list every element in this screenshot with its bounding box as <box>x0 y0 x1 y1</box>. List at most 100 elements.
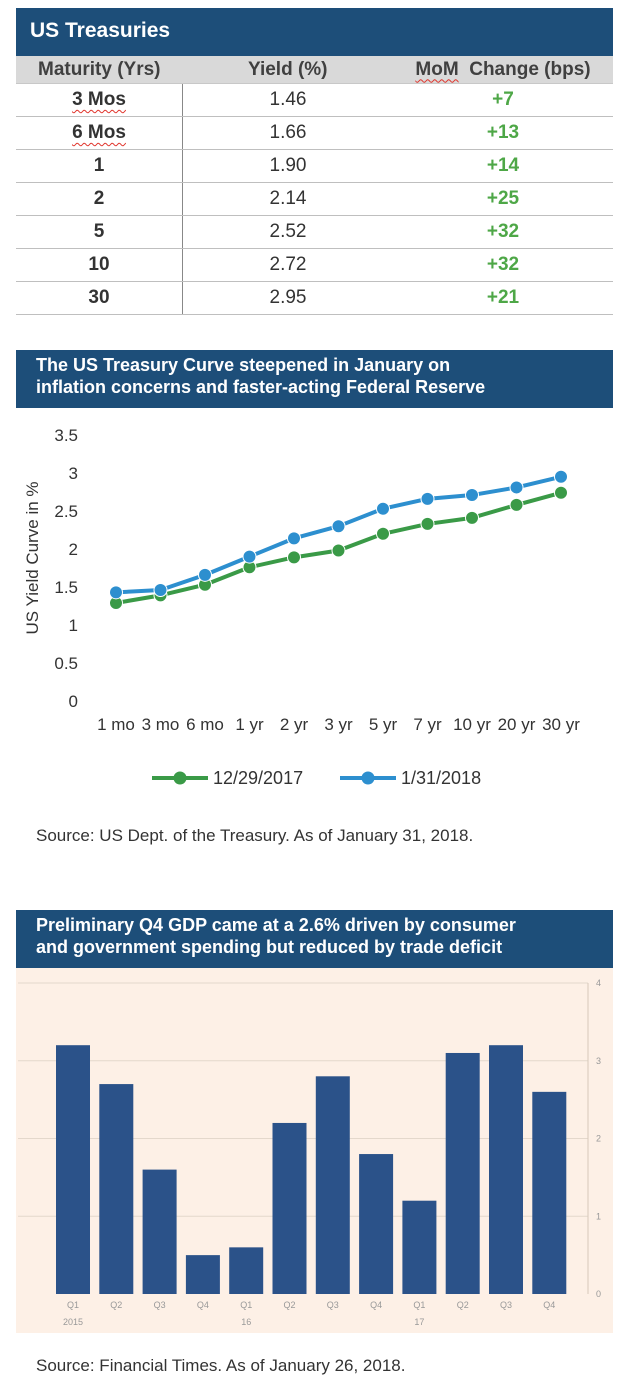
maturity-cell: 30 <box>16 281 183 315</box>
y-tick-label: 4 <box>596 978 601 988</box>
data-point <box>109 585 123 600</box>
maturity-header: Maturity (Yrs) <box>16 56 183 84</box>
table-row: 2 2.14 +25 <box>16 182 613 216</box>
maturity-cell: 3 Mos <box>16 83 183 117</box>
x-tick-label: Q3 <box>500 1300 512 1310</box>
x-tick-label: Q4 <box>543 1300 555 1310</box>
data-point <box>153 583 168 598</box>
y-tick-label: 2.5 <box>54 502 78 521</box>
change-cell: +32 <box>393 248 613 282</box>
gdp-source: Source: Financial Times. As of January 2… <box>36 1356 406 1375</box>
y-tick-label: 1 <box>596 1211 601 1221</box>
x-tick-label: Q2 <box>110 1300 122 1310</box>
x-tick-label: 7 yr <box>413 715 442 734</box>
maturity-cell: 6 Mos <box>16 116 183 150</box>
y-tick-label: 2 <box>69 540 78 559</box>
y-tick-label: 0 <box>69 692 78 711</box>
bar <box>142 1169 177 1294</box>
legend-label: 12/29/2017 <box>213 768 303 788</box>
x-tick-label: 30 yr <box>542 715 580 734</box>
x-tick-label: 2 yr <box>280 715 309 734</box>
x-tick-label: 6 mo <box>186 715 224 734</box>
yield-curve-source: Source: US Dept. of the Treasury. As of … <box>36 826 474 845</box>
data-point <box>287 550 301 565</box>
change-cell: +21 <box>393 281 613 315</box>
x-tick-label: 1 mo <box>97 715 135 734</box>
bar <box>402 1200 437 1294</box>
x-tick-label: 3 mo <box>142 715 180 734</box>
maturity-cell: 5 <box>16 215 183 249</box>
treasuries-table: Maturity (Yrs) Yield (%) MoM Change (bps… <box>16 56 613 315</box>
bar <box>489 1045 523 1294</box>
yield-curve-chart: 0 0.5 1 1.5 2 2.5 3 3.5 US Yield Curve in % 1 mo 3… <box>23 426 580 788</box>
change-cell: +14 <box>393 149 613 183</box>
bar <box>185 1255 220 1294</box>
bar <box>315 1076 350 1294</box>
data-point <box>554 485 568 500</box>
x-tick-label: 3 yr <box>324 715 353 734</box>
gdp-title-line: Preliminary Q4 GDP came at a 2.6% driven… <box>36 915 516 935</box>
change-cell: +25 <box>393 182 613 216</box>
table-row: 30 2.95 +21 <box>16 281 613 315</box>
y-tick-label: 1 <box>69 616 78 635</box>
x-tick-label: Q4 <box>370 1300 382 1310</box>
data-point <box>376 501 390 516</box>
maturity-cell: 10 <box>16 248 183 282</box>
y-tick-label: 3 <box>69 464 78 483</box>
y-tick-label: 0.5 <box>54 654 78 673</box>
bar <box>99 1084 134 1294</box>
data-point <box>509 497 524 512</box>
y-tick-label: 0 <box>596 1289 601 1299</box>
data-point <box>465 488 479 503</box>
gdp-title: Preliminary Q4 GDP came at a 2.6% driven… <box>16 910 613 968</box>
treasuries-header-row: Maturity (Yrs) Yield (%) MoM Change (bps… <box>16 56 613 84</box>
yield-curve-title: The US Treasury Curve steepened in Janua… <box>16 350 613 408</box>
x-tick-label: Q2 <box>283 1300 295 1310</box>
bar <box>272 1122 307 1294</box>
change-cell: +7 <box>393 83 613 117</box>
change-cell: +32 <box>393 215 613 249</box>
y-axis-label: US Yield Curve in % <box>23 481 42 634</box>
maturity-cell: 2 <box>16 182 183 216</box>
data-point <box>420 491 435 506</box>
bar <box>445 1052 480 1294</box>
yield-cell: 2.52 <box>182 215 393 249</box>
data-point <box>287 531 301 546</box>
data-point <box>554 469 568 484</box>
yield-curve-title-line: inflation concerns and faster-acting Fed… <box>36 377 486 397</box>
x-tick-label: 1 yr <box>235 715 264 734</box>
x-tick-label: Q1 <box>413 1300 425 1310</box>
x-tick-label: Q1 <box>67 1300 79 1310</box>
data-point <box>331 519 346 534</box>
bar <box>359 1154 394 1294</box>
change-cell: +13 <box>393 116 613 150</box>
data-point <box>509 480 524 495</box>
x-tick-label: Q3 <box>154 1300 166 1310</box>
yield-cell: 2.14 <box>182 182 393 216</box>
table-row: 5 2.52 +32 <box>16 215 613 249</box>
data-point <box>420 516 435 531</box>
data-point <box>331 543 346 558</box>
y-tick-label: 3 <box>596 1056 601 1066</box>
x-tick-label: Q2 <box>457 1300 469 1310</box>
x-tick-label: Q1 <box>240 1300 252 1310</box>
table-row: 1 1.90 +14 <box>16 149 613 183</box>
yield-header: Yield (%) <box>182 56 393 84</box>
data-point <box>465 510 479 525</box>
data-point <box>376 526 390 541</box>
data-point <box>242 549 257 564</box>
x-tick-label: 20 yr <box>498 715 536 734</box>
yield-cell: 1.90 <box>182 149 393 183</box>
table-row: 6 Mos 1.66 +13 <box>16 116 613 150</box>
treasuries-title: US Treasuries <box>16 8 613 56</box>
year-label: 16 <box>241 1317 251 1327</box>
legend-marker <box>173 771 187 785</box>
maturity-cell: 1 <box>16 149 183 183</box>
year-label: 17 <box>414 1317 424 1327</box>
x-tick-label: Q4 <box>197 1300 209 1310</box>
legend-label: 1/31/2018 <box>401 768 481 788</box>
y-tick-label: 3.5 <box>54 426 78 445</box>
gdp-title-line: and government spending but reduced by t… <box>36 937 503 957</box>
bar <box>532 1091 567 1294</box>
